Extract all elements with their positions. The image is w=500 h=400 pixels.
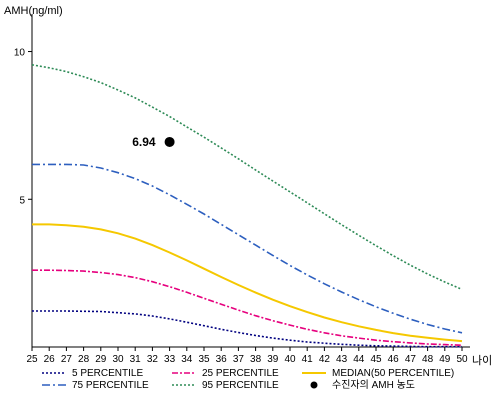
legend-label: 수진자의 AMH 농도 (332, 379, 415, 391)
patient-amh-point (164, 136, 175, 147)
legend-label: 5 PERCENTILE (72, 368, 143, 379)
annotation-layer: 6.94 (132, 135, 175, 149)
x-tick-label: 47 (405, 354, 417, 365)
legend-label: 75 PERCENTILE (72, 380, 149, 391)
x-tick-label: 31 (130, 354, 142, 365)
y-tick-label: 5 (19, 195, 25, 206)
x-tick-label: 30 (112, 354, 124, 365)
x-tick-label: 35 (198, 354, 210, 365)
x-tick-label: 43 (336, 354, 348, 365)
x-tick-label: 48 (422, 354, 434, 365)
legend-marker-dot (310, 381, 318, 389)
x-tick-label: 29 (95, 354, 107, 365)
x-tick-label: 41 (302, 354, 314, 365)
y-tick-label: 10 (14, 48, 26, 59)
series-line-95-percentile (31, 64, 463, 291)
legend-label: MEDIAN(50 PERCENTILE) (332, 368, 454, 379)
x-tick-label: 26 (44, 354, 56, 365)
x-tick-label: 39 (267, 354, 279, 365)
series-line-5-percentile (32, 310, 462, 348)
x-tick-label: 32 (147, 354, 159, 365)
x-tick-label: 33 (164, 354, 176, 365)
axes (31, 14, 470, 348)
x-tick-label: 36 (216, 354, 228, 365)
x-tick-label: 27 (61, 354, 73, 365)
x-tick-label: 45 (370, 354, 382, 365)
series-line-median-50-percentile (32, 223, 463, 343)
x-tick-label: 38 (250, 354, 262, 365)
x-tick-label: 40 (284, 354, 296, 365)
x-tick-label: 42 (319, 354, 331, 365)
y-axis-ticks: 5 10 (14, 48, 32, 206)
series-line-25-percentile (32, 269, 463, 346)
x-tick-label: 46 (388, 354, 400, 365)
series-layer (31, 64, 463, 348)
x-tick-label: 37 (233, 354, 245, 365)
x-tick-label: 25 (26, 354, 38, 365)
legend: 5 PERCENTILE 25 PERCENTILE MEDIAN(50 PERCE… (42, 368, 454, 391)
x-tick-label: 50 (456, 354, 468, 365)
x-tick-label: 49 (439, 354, 451, 365)
legend-label: 95 PERCENTILE (202, 380, 279, 391)
x-tick-label: 28 (78, 354, 90, 365)
x-axis-ticks: 25 26 27 28 29 30 31 32 33 34 35 36 37 38 39 40 41 42 43 44… (26, 347, 468, 365)
legend-label: 25 PERCENTILE (202, 368, 279, 379)
patient-amh-value-label: 6.94 (132, 135, 156, 149)
x-axis-title: 나이 (472, 354, 492, 367)
y-axis-title: AMH(ng/ml) (4, 5, 63, 17)
x-tick-label: 44 (353, 354, 365, 365)
x-tick-label: 34 (181, 354, 193, 365)
series-line-75-percentile (32, 163, 463, 334)
